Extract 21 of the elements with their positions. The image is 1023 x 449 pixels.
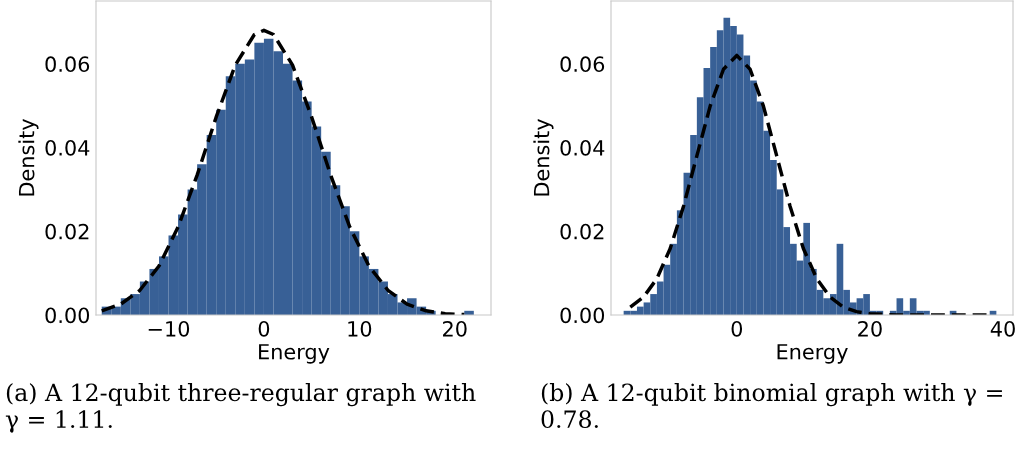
y-tick-label: 0.06 xyxy=(560,56,605,73)
text: (b) A 12-qubit binomial graph with γ = 0.78. xyxy=(541,383,1002,429)
y-tick-label: 0.04 xyxy=(45,139,90,156)
x-tick-label: 20 xyxy=(443,320,467,337)
y-tick-label: 0.04 xyxy=(560,139,605,156)
y-tick-label: 0.02 xyxy=(45,223,89,240)
y-axis-title: Density xyxy=(533,119,554,196)
x-tick-label: 20 xyxy=(858,320,882,337)
y-tick-label: 0.06 xyxy=(45,56,90,73)
y-axis-title: Density xyxy=(18,119,39,196)
x-tick-label: 10 xyxy=(348,320,372,337)
y-tick-label: 0.00 xyxy=(560,307,605,324)
x-tick-label: 0 xyxy=(258,320,270,337)
x-axis-title: Energy xyxy=(259,344,330,364)
x-tick-label: 0 xyxy=(731,320,743,337)
y-tick-label: 0.02 xyxy=(560,223,604,240)
x-axis-title: Energy xyxy=(777,344,848,364)
text: (a) A 12-qubit three-regular graph with γ = 1.11. xyxy=(5,383,476,433)
y-tick-label: 0.00 xyxy=(45,307,90,324)
x-tick-label: 40 xyxy=(990,320,1015,337)
x-tick-label: −10 xyxy=(148,320,190,337)
